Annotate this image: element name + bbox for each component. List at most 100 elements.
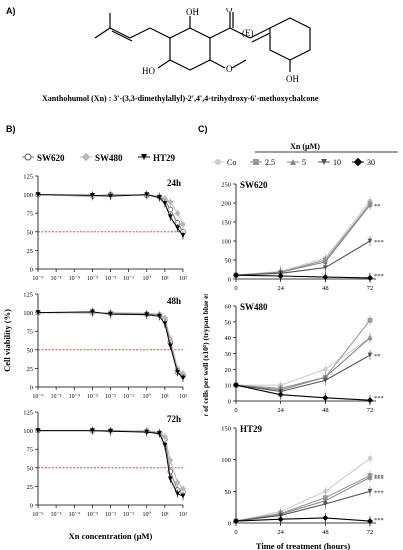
y-tick-label: 100: [23, 310, 33, 317]
x-tick-label: 48: [322, 407, 329, 414]
compound-caption: Xanthohumol (Xn) : 3′-(3,3-dimethylallyl…: [42, 94, 319, 103]
y-tick-label: 125: [23, 410, 33, 417]
legend-5: 5: [287, 158, 306, 167]
x-tick-label: 10⁻¹: [123, 394, 134, 400]
structure-e-label: (E): [242, 28, 254, 38]
legend-title-xn: Xn (µM): [290, 142, 320, 151]
series-line-ht29: [37, 311, 184, 379]
x-axis-label: Xn concentration (µM): [69, 531, 153, 541]
legend-sw480-label: SW480: [95, 153, 123, 163]
x-tick-label: 10⁻⁵: [50, 394, 61, 400]
panel-b-legend: SW620 SW480 HT29: [22, 152, 176, 163]
x-tick-label: 10⁻⁵: [50, 276, 61, 282]
x-tick-label: 24: [277, 407, 284, 414]
point-ht29: [175, 369, 180, 375]
point-ht29: [157, 313, 162, 319]
point-ht29: [162, 321, 168, 327]
significance-mark: ***: [374, 474, 384, 481]
y-tick-label: 100: [23, 192, 33, 199]
y-tick-label: 0: [30, 385, 33, 392]
point-xn-Co: [322, 366, 328, 372]
point-ht29: [157, 195, 162, 200]
y-tick-label: 0: [228, 277, 231, 284]
x-tick-label: 10⁰: [143, 275, 152, 282]
structure-oh-top: OH: [186, 8, 199, 17]
point-xn-30: [277, 516, 284, 523]
x-tick-label: 10⁻³: [87, 512, 98, 518]
significance-mark: ***: [374, 489, 384, 496]
y-tick-label: 25: [27, 366, 34, 373]
x-tick-label: 10⁻²: [105, 512, 116, 518]
x-tick-label: 10⁻⁶: [32, 512, 43, 518]
x-tick-label: 10⁰: [143, 511, 152, 518]
xanthohumol-structure: OH O (E) OH O HO: [94, 8, 311, 84]
point-xn-Co: [322, 488, 328, 494]
point-xn-30: [322, 274, 329, 281]
significance-mark: ***: [374, 517, 384, 524]
x-tick-label: 10²: [179, 512, 187, 518]
panel-a-label: A): [6, 6, 16, 16]
y-tick-label: 20: [225, 367, 232, 374]
y-tick-label: 150: [221, 426, 231, 433]
legend-30-label: 30: [367, 158, 375, 167]
series-line-10: [235, 240, 371, 276]
y-tick-label: 0: [228, 399, 231, 406]
chart-title: SW620: [240, 180, 268, 190]
legend-ht29: HT29: [138, 153, 176, 163]
point-xn-5: [322, 259, 328, 265]
series-line-30: [235, 517, 371, 522]
point-sw480: [167, 335, 174, 342]
point-ht29: [89, 192, 95, 198]
x-tick-label: 10⁻²: [105, 394, 116, 400]
point-sw480: [180, 221, 186, 228]
y-axis-label: Number of cells per well (x10⁵) (trypan …: [201, 294, 210, 416]
x-tick-label: 10⁻⁴: [69, 394, 80, 400]
legend-sw620-label: SW620: [37, 153, 65, 163]
chart-title: 48h: [167, 296, 181, 306]
structure-o-methoxy: O: [226, 64, 233, 74]
y-tick-label: 100: [23, 428, 33, 435]
y-tick-label: 50: [225, 489, 232, 496]
point-ht29: [144, 429, 150, 435]
series-line-ht29: [38, 430, 184, 497]
x-tick-label: 72: [367, 285, 374, 292]
significance-mark: ***: [374, 239, 384, 246]
x-tick-label: 10⁻³: [87, 276, 98, 282]
y-tick-label: 75: [27, 211, 34, 218]
chart-title: HT29: [240, 424, 263, 434]
x-tick-label: 0: [234, 407, 237, 414]
significance-mark: **: [374, 203, 381, 210]
y-tick-label: 25: [27, 248, 34, 255]
legend-sw480: SW480: [80, 152, 123, 163]
panel-c-legend: Xn (µM) Co 2.5 5 10 30: [212, 142, 398, 167]
point-xn-10: [322, 501, 328, 507]
point-xn-30: [233, 518, 239, 525]
significance-mark: **: [374, 353, 381, 360]
point-xn-5: [367, 335, 373, 341]
point-sw480: [167, 199, 174, 206]
series-line-Co: [235, 457, 371, 522]
point-sw620: [167, 206, 174, 213]
y-tick-label: 25: [27, 484, 34, 491]
series-line-2-5: [235, 475, 371, 522]
x-tick-label: 0: [234, 285, 237, 292]
series-line-30: [235, 384, 371, 401]
y-tick-label: 0: [30, 267, 33, 274]
point-xn-30: [277, 272, 284, 279]
x-tick-label: 10⁻³: [87, 394, 98, 400]
x-axis-label: Time of treatment (hours): [256, 541, 351, 550]
series-line-sw480: [37, 312, 184, 374]
point-ht29: [108, 311, 113, 317]
point-xn-5: [367, 202, 373, 208]
x-tick-label: 10⁻¹: [123, 512, 134, 518]
chart-viability-24h: 0 25 50 75 100 125 10⁻⁶ 10⁻⁵ 10⁻⁴ 10⁻³ 10⁻² 10⁻¹ 10⁰…: [23, 174, 187, 283]
y-tick-label: 40: [225, 335, 232, 342]
y-tick-label: 150: [221, 220, 231, 227]
point-sw480: [161, 314, 168, 321]
x-tick-label: 10⁻²: [105, 276, 116, 282]
x-tick-label: 72: [367, 529, 374, 536]
y-axis-label: Cell viability (%): [2, 309, 12, 372]
point-ht29: [157, 431, 162, 436]
point-ht29: [175, 225, 180, 231]
